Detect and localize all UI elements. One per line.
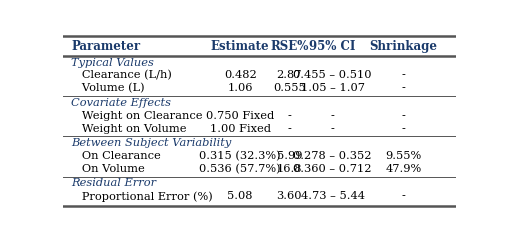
Text: 0.555: 0.555	[273, 84, 306, 93]
Text: Estimate: Estimate	[211, 40, 270, 53]
Text: 0.360 – 0.712: 0.360 – 0.712	[293, 164, 372, 174]
Text: 0.278 – 0.352: 0.278 – 0.352	[293, 151, 372, 161]
Text: 0.315 (32.3%): 0.315 (32.3%)	[199, 151, 281, 161]
Text: -: -	[402, 111, 405, 121]
Text: -: -	[287, 124, 291, 134]
Text: Weight on Volume: Weight on Volume	[71, 124, 187, 134]
Text: 0.482: 0.482	[224, 70, 257, 80]
Text: 1.05 – 1.07: 1.05 – 1.07	[301, 84, 365, 93]
Text: 1.06: 1.06	[228, 84, 253, 93]
Text: 9.55%: 9.55%	[385, 151, 421, 161]
Text: Typical Values: Typical Values	[71, 58, 154, 67]
Text: 4.73 – 5.44: 4.73 – 5.44	[301, 191, 365, 201]
Text: -: -	[287, 111, 291, 121]
Text: 47.9%: 47.9%	[385, 164, 421, 174]
Text: 1.00 Fixed: 1.00 Fixed	[210, 124, 271, 134]
Text: 3.60: 3.60	[276, 191, 302, 201]
Text: -: -	[402, 191, 405, 201]
Text: Weight on Clearance: Weight on Clearance	[71, 111, 203, 121]
Text: Between Subject Variability: Between Subject Variability	[71, 138, 232, 148]
Text: 5.08: 5.08	[228, 191, 253, 201]
Text: Volume (L): Volume (L)	[71, 83, 145, 94]
Text: 5.99: 5.99	[276, 151, 302, 161]
Text: On Clearance: On Clearance	[71, 151, 161, 161]
Text: RSE%: RSE%	[270, 40, 308, 53]
Text: On Volume: On Volume	[71, 164, 145, 174]
Text: Covariate Effects: Covariate Effects	[71, 98, 171, 108]
Text: -: -	[402, 84, 405, 93]
Text: 16.8: 16.8	[276, 164, 302, 174]
Text: Clearance (L/h): Clearance (L/h)	[71, 70, 172, 81]
Text: 2.87: 2.87	[276, 70, 302, 80]
Text: Parameter: Parameter	[71, 40, 140, 53]
Text: -: -	[402, 70, 405, 80]
Text: -: -	[331, 111, 335, 121]
Text: 0.536 (57.7%): 0.536 (57.7%)	[199, 164, 281, 174]
Text: Shrinkage: Shrinkage	[369, 40, 437, 53]
Text: 95% CI: 95% CI	[309, 40, 356, 53]
Text: -: -	[402, 124, 405, 134]
Text: Proportional Error (%): Proportional Error (%)	[71, 191, 213, 202]
Text: -: -	[331, 124, 335, 134]
Text: 0.750 Fixed: 0.750 Fixed	[206, 111, 274, 121]
Text: Residual Error: Residual Error	[71, 179, 156, 188]
Text: 0.455 – 0.510: 0.455 – 0.510	[293, 70, 372, 80]
